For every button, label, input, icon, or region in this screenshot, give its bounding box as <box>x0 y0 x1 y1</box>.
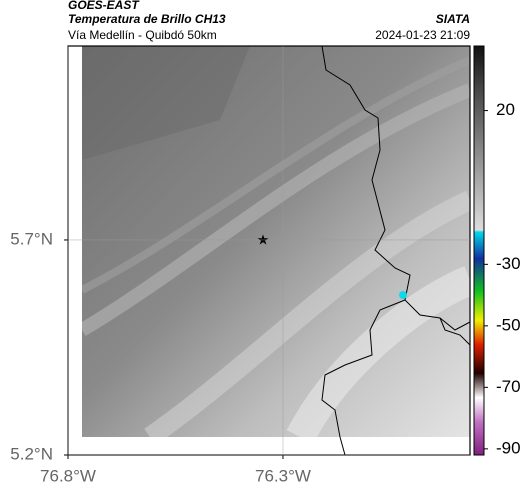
station-marker <box>399 291 407 299</box>
x-tick-label: 76.8°W <box>40 466 96 485</box>
x-tick-label: 76.3°W <box>255 466 311 485</box>
colorbar-tick-label: 20 <box>496 100 515 119</box>
colorbar-tick-label: -70 <box>496 377 521 396</box>
subtitle: Vía Medellín - Quibdó 50km <box>68 28 217 42</box>
title: Temperatura de Brillo CH13 <box>68 12 226 26</box>
colorbar-tick-label: -90 <box>496 438 521 457</box>
colorbar-tick-label: -50 <box>496 315 521 334</box>
satellite-image <box>82 46 470 437</box>
datetime: 2024-01-23 21:09 <box>375 28 470 42</box>
source: SIATA <box>436 12 470 26</box>
y-tick-label: 5.2°N <box>10 444 53 463</box>
satellite: GOES-EAST <box>68 0 140 12</box>
colorbar <box>473 45 485 456</box>
y-tick-label: 5.7°N <box>10 229 53 248</box>
colorbar-tick-label: -30 <box>496 254 521 273</box>
